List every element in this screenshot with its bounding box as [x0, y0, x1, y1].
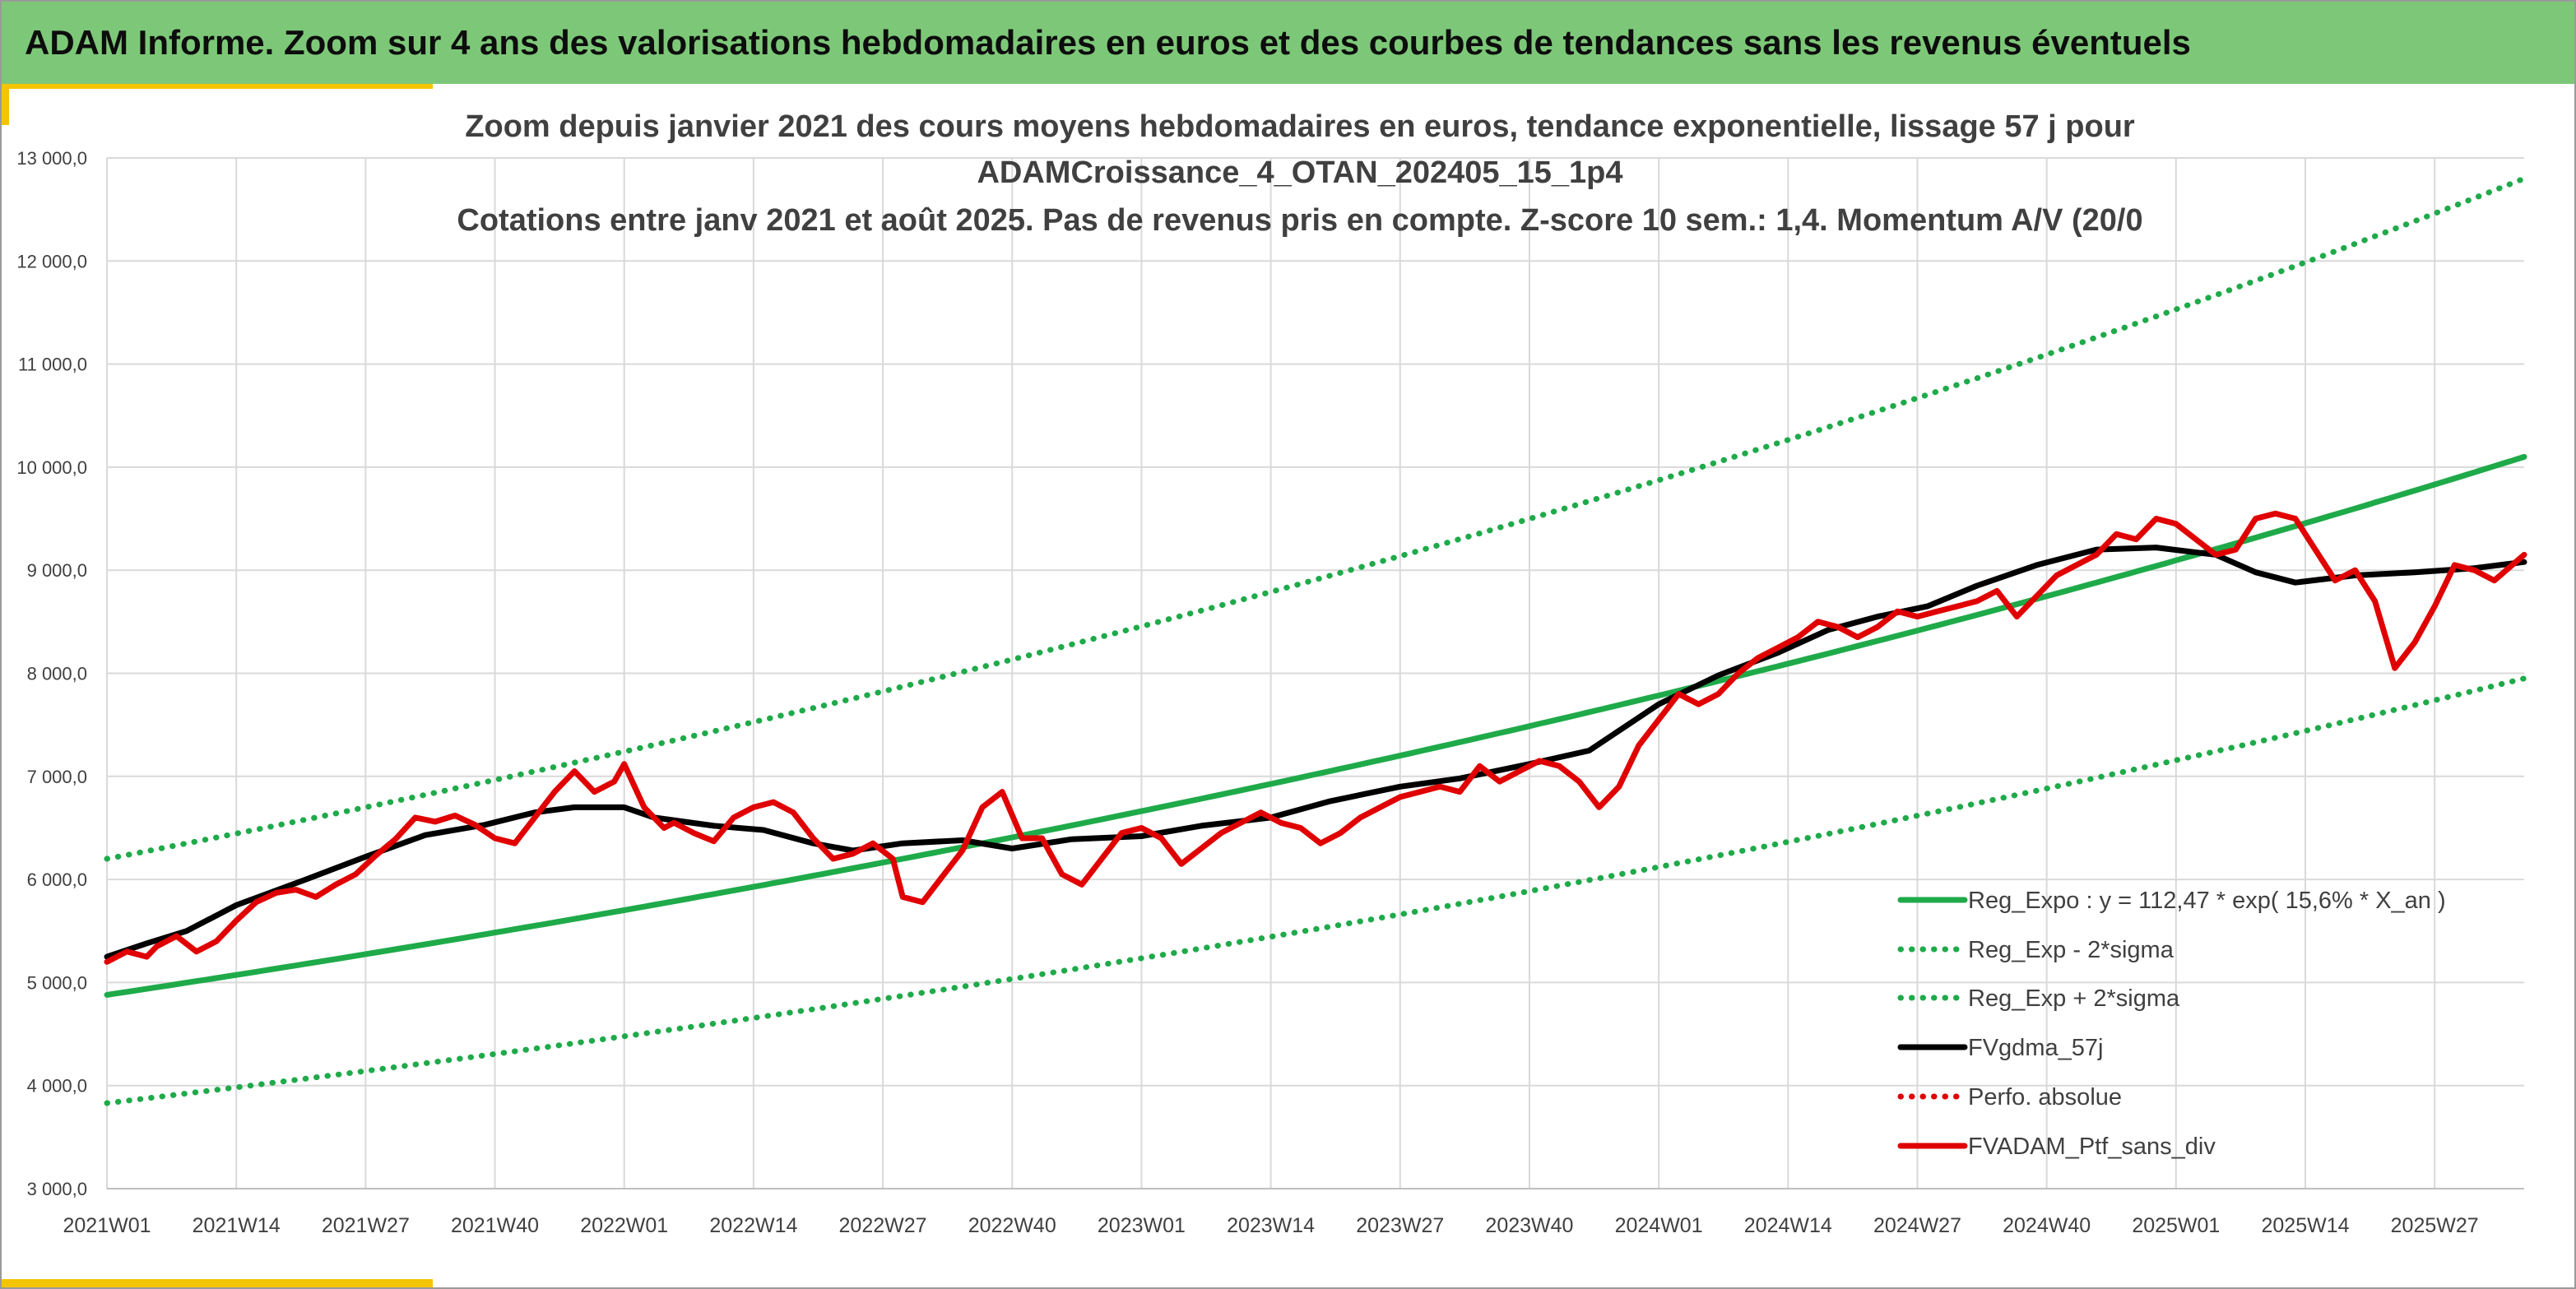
accent-bar-top — [2, 84, 433, 89]
x-tick-label: 2021W40 — [451, 1214, 539, 1237]
y-tick-label: 6 000,0 — [27, 869, 87, 890]
legend-label: Reg_Expo : y = 112,47 * exp( 15,6% * X_a… — [1968, 888, 2446, 914]
accent-bar-bottom — [2, 1279, 433, 1287]
chart-title-line: ADAMCroissance_4_OTAN_202405_15_1p4 — [977, 155, 1622, 190]
legend-label: Reg_Exp + 2*sigma — [1968, 985, 2180, 1012]
x-tick-label: 2024W14 — [1744, 1214, 1832, 1237]
legend-label: Perfo. absolue — [1968, 1084, 2122, 1110]
legend-label: FVgdma_57j — [1968, 1035, 2103, 1061]
chart-title-line: Zoom depuis janvier 2021 des cours moyen… — [465, 109, 2135, 144]
x-tick-label: 2025W27 — [2391, 1214, 2479, 1237]
series-line-2 — [104, 675, 2527, 1106]
x-tick-label: 2023W27 — [1356, 1214, 1444, 1237]
x-tick-label: 2025W01 — [2132, 1214, 2220, 1237]
y-tick-label: 13 000,0 — [16, 148, 87, 169]
header-banner: ADAM Informe. Zoom sur 4 ans des valoris… — [2, 2, 2574, 84]
legend-label: FVADAM_Ptf_sans_div — [1968, 1134, 2216, 1160]
gridlines — [106, 157, 2524, 1189]
x-tick-label: 2024W40 — [2003, 1214, 2091, 1237]
x-tick-label: 2023W01 — [1098, 1214, 1186, 1237]
series-line-5 — [104, 510, 2527, 965]
x-tick-label: 2022W14 — [709, 1214, 797, 1237]
series-line-3 — [104, 175, 2527, 862]
y-axis-ticks: 3 000,0 4 000,0 5 000,0 6 000,0 7 000,0 8 000… — [16, 148, 87, 1199]
x-tick-label: 2021W14 — [193, 1214, 281, 1237]
y-tick-label: 10 000,0 — [16, 457, 87, 478]
x-axis-ticks: 2021W01 2021W14 2021W27 2021W40 2022W01 2022W… — [63, 1214, 2478, 1237]
x-tick-label: 2021W01 — [63, 1214, 151, 1237]
legend: Reg_Expo : y = 112,47 * exp( 15,6% * X_a… — [1897, 888, 2446, 1160]
x-tick-label: 2023W40 — [1485, 1214, 1573, 1237]
x-tick-label: 2022W01 — [580, 1214, 668, 1237]
x-tick-label: 2024W01 — [1615, 1214, 1703, 1237]
y-tick-label: 5 000,0 — [27, 972, 87, 993]
x-tick-label: 2022W27 — [839, 1214, 927, 1237]
y-tick-label: 3 000,0 — [27, 1179, 87, 1199]
y-tick-label: 8 000,0 — [27, 664, 87, 684]
legend-label: Reg_Exp - 2*sigma — [1968, 937, 2175, 963]
y-tick-label: 11 000,0 — [18, 355, 87, 375]
series-lines — [104, 175, 2527, 1106]
accent-bar-left — [2, 84, 9, 125]
series-line-1 — [104, 453, 2527, 998]
banner-title: ADAM Informe. Zoom sur 4 ans des valoris… — [25, 23, 2191, 62]
x-tick-label: 2022W40 — [968, 1214, 1056, 1237]
chart-title: Zoom depuis janvier 2021 des cours moyen… — [457, 109, 2142, 238]
x-tick-label: 2024W27 — [1873, 1214, 1961, 1237]
chart-title-line: Cotations entre janv 2021 et août 2025. … — [457, 203, 2142, 238]
x-tick-label: 2025W14 — [2261, 1214, 2349, 1237]
x-tick-label: 2023W14 — [1227, 1214, 1315, 1237]
x-tick-label: 2021W27 — [322, 1214, 410, 1237]
y-tick-label: 12 000,0 — [16, 251, 87, 271]
y-tick-label: 4 000,0 — [27, 1076, 87, 1097]
y-tick-label: 7 000,0 — [27, 767, 87, 787]
y-tick-label: 9 000,0 — [27, 560, 87, 581]
